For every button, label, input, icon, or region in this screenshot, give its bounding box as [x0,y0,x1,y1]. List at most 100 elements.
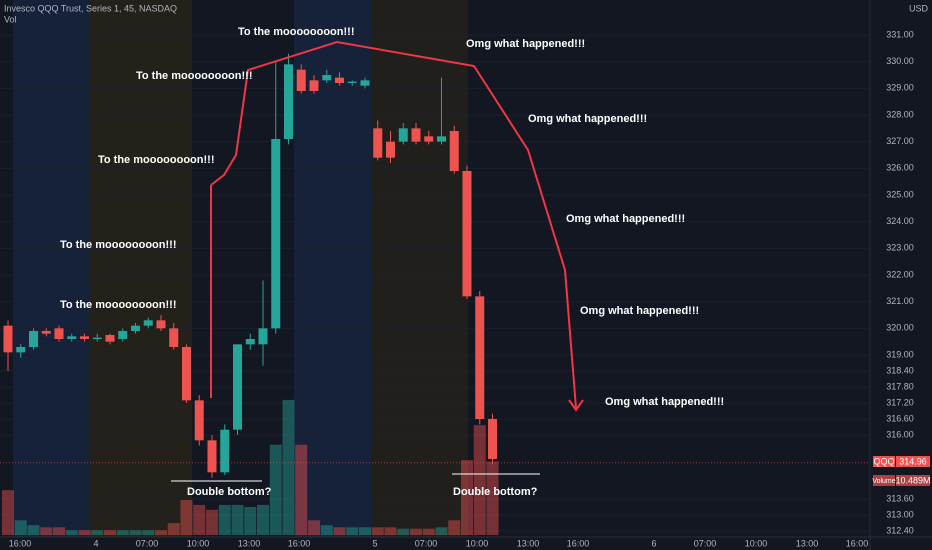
volume-bar [155,530,167,535]
y-tick-label: 317.80 [886,381,914,391]
candle-body [424,136,434,142]
volume-bar [320,525,333,535]
candle-body [475,296,485,419]
volume-bar [104,530,116,535]
x-tick-label: 07:00 [415,538,438,548]
volume-bar [65,530,78,535]
session-band [371,0,468,537]
candle-body [335,77,344,83]
candle-body [29,331,38,347]
candle-body [245,339,255,345]
volume-bar [167,523,180,535]
indicator-label: Vol [4,14,17,24]
volume-bar [295,444,308,535]
price-tag [873,456,895,467]
x-tick-label: 16:00 [9,538,32,548]
candle-body [54,328,64,339]
candle-body [386,141,395,158]
volume-bar [422,528,435,535]
y-tick-label: 324.00 [886,216,914,226]
y-tick-label: 322.00 [886,269,914,279]
y-tick-label: 325.00 [886,189,914,199]
x-tick-label: 16:00 [567,538,590,548]
volume-bar [257,504,269,535]
currency-label: USD [909,3,929,13]
volume-bar [14,520,27,535]
volume-bar [384,527,397,535]
volume-bar [282,399,295,535]
volume-bar [397,528,410,535]
candle-body [156,320,166,329]
candle-body [67,336,77,339]
volume-bar [435,527,448,535]
candle-body [322,75,332,81]
candle-body [169,328,179,347]
y-tick-label: 328.00 [886,109,914,119]
x-tick-label: 13:00 [517,538,540,548]
volume-bar [2,490,14,535]
volume-bar [218,504,231,535]
x-tick-label: 10:00 [466,538,489,548]
y-tick-label: 329.00 [886,83,914,93]
candle-body [92,337,102,339]
annotation: Double bottom? [453,486,538,498]
chart-title: Invesco QQQ Trust, Series 1, 45, NASDAQ [4,3,177,13]
y-tick-label: 317.20 [886,397,914,407]
volume-bar [410,528,422,535]
y-tick-label: 330.00 [886,56,914,66]
candle-body [80,336,89,339]
volume-bar [91,530,104,535]
arrow-path [210,40,584,412]
annotation: To the moooooooon!!! [238,26,354,38]
x-tick-label: 16:00 [288,538,311,548]
annotation: Omg what happened!!! [466,38,585,50]
y-tick-label: 323.00 [886,243,914,253]
volume-bar [180,500,193,535]
price-tag-symbol: QQQ [873,456,894,466]
candle-body [347,81,357,83]
x-tick-label: 07:00 [694,538,717,548]
candle-body [398,128,408,142]
x-tick-label: 4 [93,538,98,548]
annotation: To the moooooooon!!! [60,299,176,311]
volume-bar [27,525,40,535]
candle-body [118,331,128,339]
volume-bar [53,527,65,535]
x-tick-label: 13:00 [238,538,261,548]
volume-bar [78,530,91,535]
candle-body [182,347,191,401]
y-tick-label: 313.60 [886,493,914,503]
volume-bar [269,444,282,535]
y-tick-label: 331.00 [886,29,914,39]
candle-body [437,136,446,142]
volume-bar [371,527,384,535]
volume-bar [308,520,320,535]
x-tick-label: 10:00 [745,538,768,548]
candle-body [194,400,204,441]
candle-body [220,429,230,473]
volume-bar [244,507,257,535]
candle-body [373,128,383,158]
annotation: To the moooooooon!!! [60,239,176,251]
volume-bar [333,527,346,535]
session-band [13,0,90,537]
candle-body [131,325,140,331]
y-tick-label: 327.00 [886,136,914,146]
volume-bar [142,530,155,535]
candle-body [296,69,306,91]
session-band [90,0,192,537]
candle-body [449,131,459,171]
volume-bar [231,504,244,535]
session-band [294,0,371,537]
annotation: Omg what happened!!! [566,213,685,225]
candle-body [284,64,293,139]
candle-body [233,344,242,430]
x-tick-label: 6 [651,538,656,548]
y-tick-label: 326.00 [886,163,914,173]
y-tick-label: 312.40 [886,525,914,535]
price-tag [896,456,930,467]
candle-body [258,328,268,345]
volume-bar [448,520,461,535]
y-tick-label: 316.00 [886,429,914,439]
annotation: To the moooooooon!!! [98,154,214,166]
